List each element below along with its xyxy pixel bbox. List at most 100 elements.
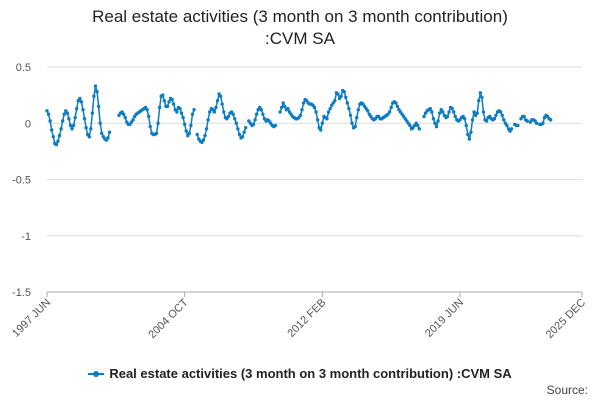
data-point <box>51 135 55 139</box>
chart-title-line-1: Real estate activities (3 month on 3 mon… <box>92 7 508 26</box>
data-point <box>121 112 126 116</box>
y-tick-label: 0.5 <box>16 62 31 74</box>
data-point <box>100 131 104 136</box>
data-point <box>389 105 393 110</box>
data-point <box>106 136 110 140</box>
data-point <box>218 94 223 98</box>
y-tick-label: -0.5 <box>12 175 31 187</box>
data-point <box>492 117 497 121</box>
data-point <box>204 127 209 131</box>
data-point <box>339 94 343 98</box>
data-point <box>464 123 468 128</box>
data-point <box>71 123 76 128</box>
data-point <box>356 108 360 112</box>
data-point <box>319 128 323 132</box>
data-point <box>49 128 54 132</box>
data-point <box>75 106 79 111</box>
data-point <box>95 90 99 94</box>
y-tick-label: 0 <box>25 118 31 130</box>
data-point <box>505 123 509 128</box>
data-point <box>300 108 304 112</box>
data-point <box>96 104 101 109</box>
chart-title-line-2: :CVM SA <box>265 29 335 48</box>
data-point <box>240 135 245 139</box>
data-point <box>87 135 91 139</box>
data-point <box>214 105 218 110</box>
data-point <box>242 130 246 134</box>
data-point <box>342 90 346 94</box>
data-point <box>98 121 102 125</box>
data-point <box>192 108 196 112</box>
data-point <box>131 118 135 122</box>
legend[interactable]: Real estate activities (3 month on 3 mon… <box>0 366 600 381</box>
data-point <box>48 119 52 123</box>
data-point <box>434 124 439 129</box>
data-point <box>283 104 287 109</box>
data-point <box>365 109 370 113</box>
data-point <box>509 127 514 131</box>
data-point <box>190 112 195 116</box>
data-point <box>428 106 432 111</box>
y-tick-label: -1.5 <box>12 287 31 299</box>
data-point <box>67 117 71 121</box>
data-point <box>167 100 171 104</box>
data-point <box>146 114 151 119</box>
data-point <box>481 110 486 114</box>
data-point <box>161 93 165 97</box>
data-point <box>433 121 437 125</box>
data-point <box>222 110 226 114</box>
source-label: Source: <box>546 383 588 397</box>
data-point <box>226 114 231 119</box>
data-point <box>522 114 526 119</box>
data-point <box>81 108 85 112</box>
data-point <box>450 106 454 111</box>
data-point <box>89 127 93 131</box>
data-point <box>215 99 220 103</box>
data-point <box>447 110 451 114</box>
data-point <box>181 115 185 120</box>
data-point <box>467 137 472 141</box>
data-point <box>534 121 539 125</box>
data-point <box>79 100 84 104</box>
data-point <box>236 127 240 131</box>
data-point <box>162 99 167 103</box>
data-point <box>231 112 235 116</box>
data-point <box>469 130 473 134</box>
data-point <box>273 123 278 128</box>
data-point <box>165 104 170 109</box>
data-point <box>480 95 484 100</box>
series-line-segment <box>46 85 111 146</box>
x-tick-label: 2025 DEC <box>544 297 588 341</box>
data-point <box>207 110 212 114</box>
data-point <box>541 121 545 125</box>
data-point <box>62 112 66 116</box>
data-point <box>408 123 412 128</box>
data-point <box>286 106 290 111</box>
data-point <box>500 113 504 118</box>
data-point <box>484 119 489 123</box>
data-point <box>336 92 340 96</box>
x-tick-label: 2004 OCT <box>146 296 191 341</box>
data-point <box>251 122 256 127</box>
data-point <box>189 123 193 128</box>
data-point <box>320 121 325 125</box>
data-point <box>394 101 398 105</box>
data-point <box>350 121 354 125</box>
x-tick-label: 2012 FEB <box>285 297 328 340</box>
data-point <box>184 129 188 133</box>
x-tick-label: 1997 JUN <box>10 297 53 340</box>
data-point <box>315 118 320 122</box>
data-point <box>525 119 529 123</box>
data-point <box>261 112 265 116</box>
data-point <box>154 131 159 136</box>
data-point <box>478 91 483 95</box>
data-point <box>70 127 74 131</box>
data-point <box>237 132 242 137</box>
data-point <box>243 126 248 130</box>
data-point <box>254 112 259 116</box>
legend-label: Real estate activities (3 month on 3 mon… <box>109 366 512 381</box>
data-point <box>347 106 351 111</box>
data-point <box>170 97 174 102</box>
data-point <box>498 110 503 114</box>
data-point <box>278 110 282 114</box>
